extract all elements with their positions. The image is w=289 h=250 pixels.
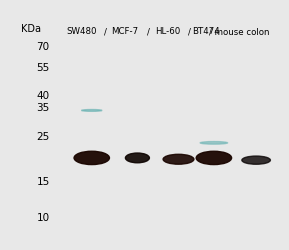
Text: /: / — [188, 27, 191, 36]
Text: 35: 35 — [36, 103, 50, 113]
Ellipse shape — [200, 142, 228, 144]
Text: MCF-7: MCF-7 — [111, 27, 138, 36]
Text: 25: 25 — [36, 132, 50, 142]
Text: 55: 55 — [36, 63, 50, 73]
Ellipse shape — [81, 110, 102, 111]
Ellipse shape — [74, 151, 110, 164]
Text: / mouse colon: / mouse colon — [209, 27, 269, 36]
Text: HL-60: HL-60 — [155, 27, 181, 36]
Ellipse shape — [242, 156, 271, 164]
Ellipse shape — [163, 154, 194, 164]
Text: 70: 70 — [36, 42, 50, 52]
Text: 15: 15 — [36, 177, 50, 187]
Text: 40: 40 — [36, 91, 50, 101]
Text: 10: 10 — [36, 213, 50, 223]
Text: SW480: SW480 — [66, 27, 97, 36]
Text: BT474: BT474 — [192, 27, 220, 36]
Text: /: / — [104, 27, 107, 36]
Text: KDa: KDa — [21, 24, 41, 34]
Ellipse shape — [196, 151, 231, 164]
Text: /: / — [147, 27, 150, 36]
Ellipse shape — [125, 153, 149, 163]
